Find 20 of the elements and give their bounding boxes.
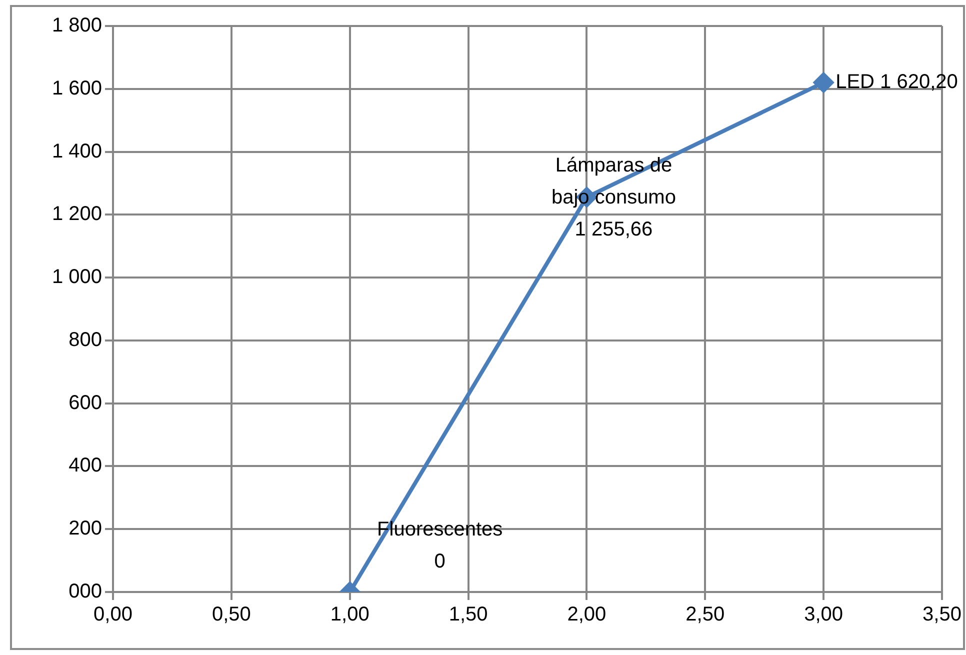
y-tick-label: 200 xyxy=(68,518,102,540)
y-tick-label: 400 xyxy=(68,454,102,477)
x-tick-label: 1,00 xyxy=(330,604,370,626)
x-tick-label: 3,00 xyxy=(804,604,844,626)
x-tick-label: 0,50 xyxy=(212,604,251,626)
point xyxy=(814,72,834,93)
x-tick-label: 1,50 xyxy=(448,604,488,626)
x-tick-label: 0,00 xyxy=(94,604,132,626)
x-tick-label: 3,50 xyxy=(922,604,962,626)
annotation: LED 1 620,20 xyxy=(836,71,958,94)
y-tick-label: 600 xyxy=(68,392,102,414)
x-tick-label: 2,00 xyxy=(567,604,606,626)
y-tick-label: 1 800 xyxy=(52,14,102,37)
y-tick-label: 1 000 xyxy=(52,266,102,288)
y-tick-label: 000 xyxy=(68,580,102,603)
y-tick-label: 1 600 xyxy=(52,77,102,100)
y-tick-label: 1 200 xyxy=(52,203,102,226)
y-tick-label: 800 xyxy=(68,328,102,351)
y-tick-label: 1 400 xyxy=(52,140,102,162)
x-tick-label: 2,50 xyxy=(686,604,725,626)
